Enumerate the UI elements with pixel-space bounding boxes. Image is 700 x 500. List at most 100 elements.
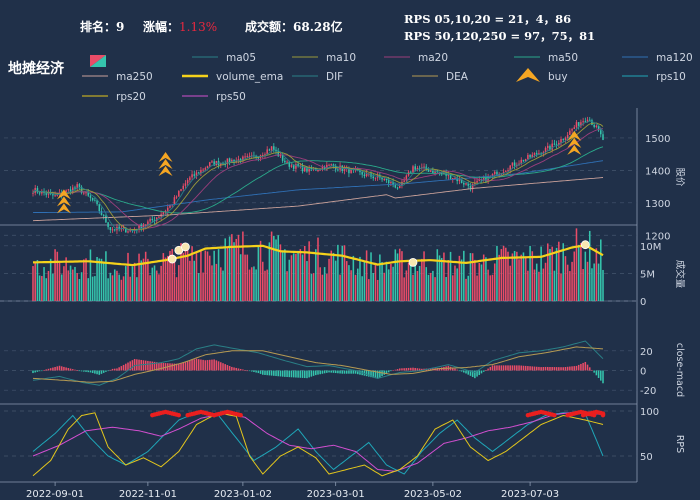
macd-bar xyxy=(458,370,461,372)
candle-body xyxy=(416,167,419,170)
macd-bar xyxy=(113,368,116,371)
candle-body xyxy=(332,164,335,167)
volume-bar xyxy=(140,260,143,301)
volume-bar xyxy=(83,259,85,301)
buy-marker xyxy=(158,159,173,170)
macd-bar xyxy=(471,370,474,377)
volume-bar xyxy=(440,257,443,301)
volume-bar xyxy=(372,273,375,301)
macd-bar xyxy=(321,370,324,374)
volume-bar xyxy=(242,231,244,301)
macd-bar xyxy=(279,370,282,377)
candle-body xyxy=(454,177,456,179)
volume-bar xyxy=(485,257,487,301)
y-axis-label-rps: RPS xyxy=(674,435,685,453)
candle-body xyxy=(520,159,523,164)
macd-bar xyxy=(193,359,196,371)
candle-body xyxy=(392,182,394,186)
candle-body xyxy=(224,163,226,165)
candle-body xyxy=(200,169,202,174)
candle-body xyxy=(478,179,481,181)
candle-body xyxy=(513,162,516,166)
macd-bar xyxy=(529,366,531,371)
volume-bar xyxy=(478,263,481,301)
volume-bar xyxy=(520,254,523,301)
candle-body xyxy=(467,183,470,186)
volume-bar xyxy=(261,261,264,301)
candle-body xyxy=(471,183,474,190)
volume-bar xyxy=(100,258,103,301)
macd-bar xyxy=(222,363,224,371)
volume-highlight-point xyxy=(580,240,590,250)
volume-bar xyxy=(173,259,176,301)
volume-bar xyxy=(162,253,165,301)
volume-bar xyxy=(206,251,209,301)
candle-body xyxy=(268,149,271,151)
volume-bar xyxy=(74,266,76,301)
macd-bar xyxy=(319,370,321,375)
volume-bar xyxy=(273,235,275,301)
volume-bar xyxy=(383,272,386,301)
volume-bar xyxy=(370,252,372,301)
candle-body xyxy=(246,156,249,158)
candle-body xyxy=(463,182,465,185)
volume-bar xyxy=(102,262,105,301)
candle-body xyxy=(105,215,107,223)
volume-bar xyxy=(438,255,441,301)
candle-body xyxy=(451,178,454,180)
rank-value: 9 xyxy=(116,20,125,34)
candle-body xyxy=(509,165,511,171)
volume-bar xyxy=(65,257,67,301)
macd-bar xyxy=(47,368,50,371)
y-axis-label-price: 股价 xyxy=(674,167,685,187)
volume-bar xyxy=(292,253,295,301)
volume-bar xyxy=(348,265,350,301)
volume-bar xyxy=(436,249,439,301)
macd-bar xyxy=(577,364,580,371)
rps-peak-marker xyxy=(552,412,557,418)
macd-bar xyxy=(544,366,547,371)
candle-body xyxy=(321,167,324,170)
line-ma50 xyxy=(32,146,604,214)
volume-bar xyxy=(445,277,447,301)
candle-body xyxy=(385,179,388,181)
macd-bar xyxy=(224,364,226,371)
volume-bar xyxy=(36,260,39,301)
volume-bar xyxy=(354,274,357,301)
y-tick-label: 20 xyxy=(640,347,653,358)
volume-bar xyxy=(507,251,509,301)
volume-bar xyxy=(295,253,297,301)
volume-bar xyxy=(315,249,317,301)
candle-body xyxy=(277,151,280,157)
candle-body xyxy=(100,210,103,215)
macd-bar xyxy=(69,368,72,371)
macd-bar xyxy=(394,369,397,371)
candle-body xyxy=(204,168,207,170)
candle-body xyxy=(166,207,169,211)
macd-bar xyxy=(275,370,277,377)
candle-body xyxy=(458,179,461,182)
candle-body xyxy=(496,171,498,176)
volume-bar xyxy=(350,270,352,301)
candle-body xyxy=(374,177,377,179)
legend-label-rps10: rps10 xyxy=(656,71,686,83)
candle-body xyxy=(113,229,116,231)
macd-bar xyxy=(71,369,74,371)
macd-bar xyxy=(257,370,260,374)
volume-bar xyxy=(540,246,542,301)
candle-body xyxy=(595,125,598,127)
y-tick-label: 1500 xyxy=(645,134,670,145)
macd-bar xyxy=(308,370,310,378)
candle-body xyxy=(387,179,390,184)
macd-bar xyxy=(264,370,266,375)
candle-body xyxy=(290,165,293,167)
candle-body xyxy=(275,150,277,152)
volume-bar xyxy=(564,256,567,301)
volume-bar xyxy=(321,274,324,301)
volume-bar xyxy=(303,245,306,301)
macd-bar xyxy=(248,370,251,372)
macd-bar xyxy=(87,370,90,373)
volume-bar xyxy=(323,267,326,301)
macd-bar xyxy=(564,366,567,371)
macd-bar xyxy=(546,366,549,371)
